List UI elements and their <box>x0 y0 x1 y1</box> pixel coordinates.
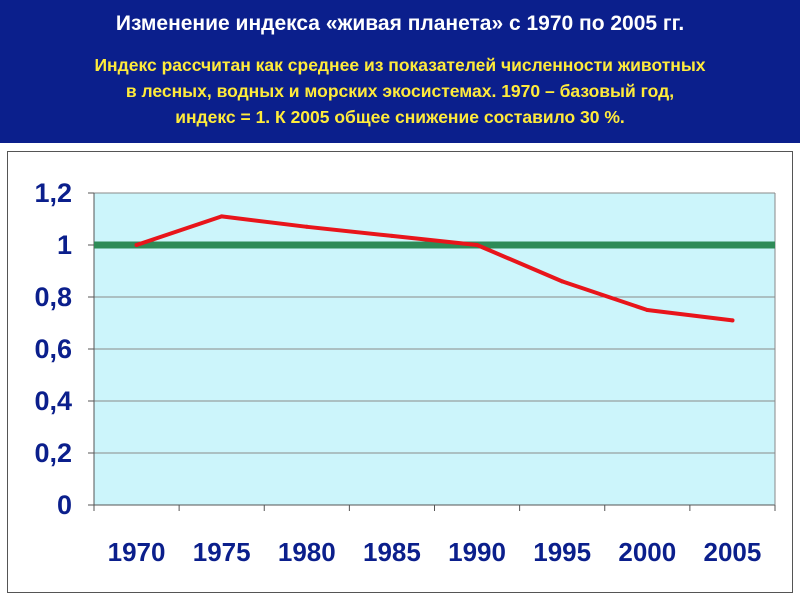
x-tick-label: 1995 <box>533 537 591 567</box>
subtitle-line-3: индекс = 1. К 2005 общее снижение состав… <box>175 107 625 127</box>
data-point <box>730 318 735 323</box>
x-tick-label: 1985 <box>363 537 421 567</box>
y-tick-label: 1,2 <box>34 178 72 208</box>
x-tick-label: 1980 <box>278 537 336 567</box>
data-point <box>475 243 480 247</box>
data-point <box>389 233 394 238</box>
y-tick-label: 0,4 <box>34 386 72 416</box>
y-tick-label: 1 <box>57 230 72 260</box>
series-line <box>134 214 735 323</box>
page-title: Изменение индекса «живая планета» с 1970… <box>115 12 685 35</box>
subtitle-line-2: в лесных, водных и морских экосистемах. … <box>125 81 675 101</box>
page-subtitle: Индекс рассчитан как среднее из показате… <box>20 52 780 130</box>
subtitle-line-1: Индекс рассчитан как среднее из показате… <box>94 55 706 75</box>
data-point <box>219 214 224 219</box>
y-tick-label: 0,8 <box>34 282 72 312</box>
x-tick-label: 1970 <box>108 537 166 567</box>
data-point <box>134 243 139 247</box>
x-tick-label: 2000 <box>618 537 676 567</box>
data-point <box>560 279 565 284</box>
data-point <box>304 224 309 229</box>
y-tick-label: 0,6 <box>34 334 72 364</box>
y-tick-label: 0 <box>57 490 72 520</box>
data-point <box>645 308 650 312</box>
x-tick-label: 1990 <box>448 537 506 567</box>
header-banner: Изменение индекса «живая планета» с 1970… <box>0 0 800 143</box>
x-tick-label: 1975 <box>193 537 251 567</box>
y-tick-label: 0,2 <box>34 438 72 468</box>
x-tick-label: 2005 <box>704 537 762 567</box>
